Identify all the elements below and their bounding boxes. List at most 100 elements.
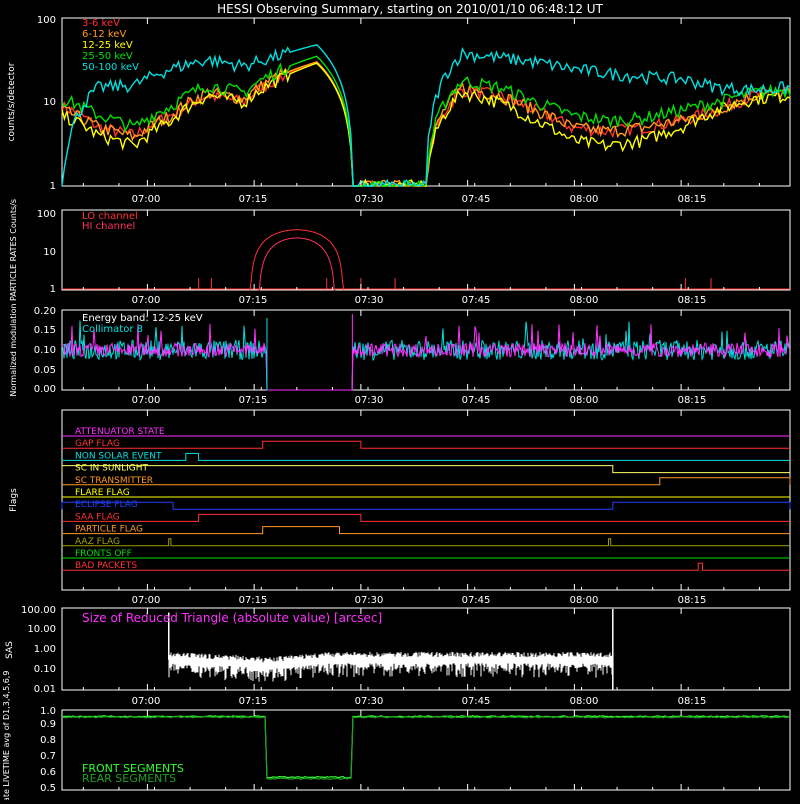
livetime-panel: Mon. Rate LIVETIME avg of D1,3,4,5,6,9 0… [2,671,791,804]
flag-line [62,452,790,461]
flag-line [62,440,790,449]
particle-rates-xticks: 07:00 07:15 07:30 07:45 08:00 08:15 [132,295,707,306]
legend-lo-channel: LO channel [82,211,138,222]
livetime-ytick-3: 0.8 [40,735,56,746]
modulation-ytick-4: 0.20 [34,306,56,317]
flags-xticks: 07:00 07:15 07:30 07:45 08:00 08:15 [132,595,707,606]
legend-50-100-kev: 50-100 keV [82,62,139,73]
sas-xticks: 07:00 07:15 07:30 07:45 08:00 08:15 [132,696,707,707]
count-rates-ytick-10: 10 [43,97,56,108]
flag-label: NON SOLAR EVENT [75,451,162,461]
xtick-0745: 07:45 [462,595,491,606]
flag-label: ECLIPSE FLAG [75,500,138,510]
count-rate-line-2 [61,62,791,188]
sas-ytick-3: 10.00 [27,624,56,635]
xtick-0715: 07:15 [239,295,268,306]
legend-12-25-kev: 12-25 keV [82,40,133,51]
xtick-0730: 07:30 [355,595,384,606]
legend-hi-channel: HI channel [82,221,135,232]
livetime-ytick-5: 1.0 [40,706,56,717]
xtick-0700: 07:00 [132,194,161,205]
modulation-trace-0 [62,320,790,391]
xtick-0730: 07:30 [355,295,384,306]
particle-rates-ytick-1: 1 [50,284,56,295]
livetime-ytick-0: 0.5 [40,783,56,794]
count-rates-ylabel: counts/s/detector [7,62,17,141]
livetime-series [62,715,790,781]
flag-line [62,562,790,571]
xtick-0700: 07:00 [132,595,161,606]
xtick-0745: 07:45 [462,696,491,707]
flag-label: AAZ FLAG [75,537,120,547]
xtick-0715: 07:15 [239,395,268,406]
legend-3-6-kev: 3-6 keV [82,18,120,29]
flag-label: BAD PACKETS [75,561,137,571]
modulation-series [62,314,790,391]
modulation-ytick-2: 0.10 [34,345,56,356]
sas-panel: SAS 0.01 0.10 1.00 10.00 100.00 Size of … [5,605,791,707]
sas-ytick-4: 100.00 [21,605,56,616]
modulation-ylabel: Normalized modulation [9,303,18,396]
particle-rates-ylabel: PARTICLE RATES Counts/s [9,199,18,301]
count-rate-line-3 [61,55,791,188]
flag-label: FLARE FLAG [75,488,130,498]
xtick-0730: 07:30 [355,696,384,707]
time-tick-marks [82,18,760,790]
livetime-ytick-2: 0.7 [40,751,56,762]
xtick-0800: 08:00 [570,696,599,707]
sas-ylabel: SAS [5,641,15,659]
count-rates-ytick-100: 100 [37,15,56,26]
xtick-0745: 07:45 [462,194,491,205]
xtick-0730: 07:30 [355,194,384,205]
count-rates-frame [61,17,791,187]
flag-label: GAP FLAG [75,439,120,449]
flags-series: ATTENUATOR STATE GAP FLAG NON SOLAR EVENT S… [61,427,791,571]
modulation-panel: Normalized modulation 0.00 0.05 0.10 0.1… [9,303,791,406]
livetime-ytick-4: 0.9 [40,719,56,730]
particle-rate-curve-1 [258,237,336,291]
modulation-trace-1 [62,323,790,391]
count-rates-series [61,44,791,188]
flags-ylabel: Flags [9,488,19,512]
xtick-0815: 08:15 [678,696,707,707]
flag-line [61,501,791,510]
flag-label: ATTENUATOR STATE [75,427,165,437]
modulation-frame [61,309,791,391]
xtick-0700: 07:00 [132,696,161,707]
legend-front-segments: FRONT SEGMENTS [82,762,184,775]
flag-label: SAA FLAG [75,512,120,522]
sas-trace [168,651,613,682]
xtick-0815: 08:15 [678,295,707,306]
modulation-ytick-0: 0.00 [34,384,56,395]
legend-collimator-8: Collimator 8 [82,324,143,335]
legend-6-12-kev: 6-12 keV [82,29,126,40]
sas-ytick-2: 1.00 [34,644,56,655]
flag-line [61,465,790,474]
particle-rate-curve-0 [249,229,345,291]
xtick-0815: 08:15 [678,595,707,606]
xtick-0715: 07:15 [239,194,268,205]
particle-rates-frame [61,209,791,291]
flag-line [62,477,791,486]
sas-ytick-1: 0.10 [34,664,56,675]
flag-line [62,526,790,535]
modulation-ytick-3: 0.15 [34,325,56,336]
count-rate-line-4 [61,44,791,188]
xtick-0745: 07:45 [462,395,491,406]
sas-ytick-0: 0.01 [34,684,56,695]
count-rates-xticks: 07:00 07:15 07:30 07:45 08:00 08:15 [132,194,707,205]
livetime-line-1 [62,715,790,781]
xtick-0815: 08:15 [678,395,707,406]
flags-panel: Flags ATTENUATOR STATE GAP FLAG NON SOLAR … [9,409,791,606]
livetime-ylabel: Mon. Rate LIVETIME avg of D1,3,4,5,6,9 [2,671,11,800]
livetime-frame [61,709,791,791]
xtick-0730: 07:30 [355,395,384,406]
sas-frame [61,607,791,691]
xtick-0800: 08:00 [570,395,599,406]
xtick-0800: 08:00 [570,595,599,606]
particle-rates-ytick-10: 10 [43,247,56,258]
particle-rates-panel: PARTICLE RATES Counts/s 1 10 100 LO chan… [9,199,791,306]
particle-rates-series [62,229,790,291]
